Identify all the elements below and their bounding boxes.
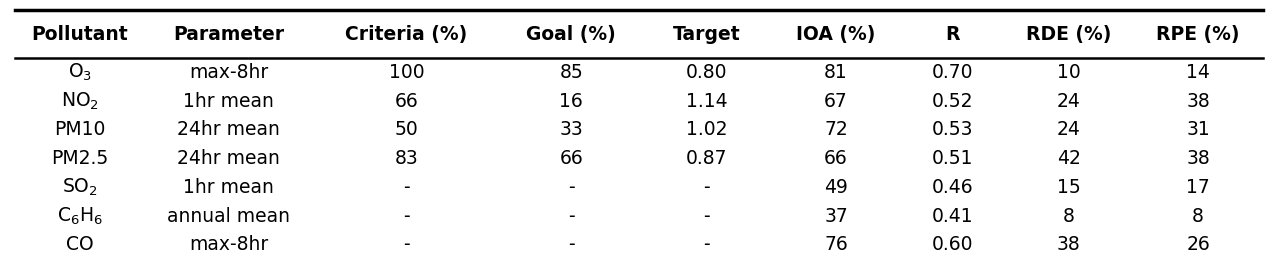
Text: 0.70: 0.70 xyxy=(932,63,974,82)
Text: -: - xyxy=(567,235,574,254)
Text: 38: 38 xyxy=(1057,235,1081,254)
Text: -: - xyxy=(704,235,711,254)
Text: -: - xyxy=(704,178,711,197)
Text: Parameter: Parameter xyxy=(173,25,284,43)
Text: 1.14: 1.14 xyxy=(686,91,727,111)
Text: 24hr mean: 24hr mean xyxy=(178,120,280,139)
Text: Target: Target xyxy=(674,25,741,43)
Text: RDE (%): RDE (%) xyxy=(1026,25,1112,43)
Text: IOA (%): IOA (%) xyxy=(796,25,875,43)
Text: 37: 37 xyxy=(824,207,849,226)
Text: 15: 15 xyxy=(1057,178,1081,197)
Text: -: - xyxy=(403,178,410,197)
Text: 49: 49 xyxy=(824,178,849,197)
Text: PM2.5: PM2.5 xyxy=(51,149,109,168)
Text: O$_3$: O$_3$ xyxy=(68,62,92,83)
Text: SO$_2$: SO$_2$ xyxy=(61,177,98,198)
Text: 33: 33 xyxy=(560,120,583,139)
Text: max-8hr: max-8hr xyxy=(189,235,268,254)
Text: 31: 31 xyxy=(1186,120,1210,139)
Text: 67: 67 xyxy=(824,91,849,111)
Text: -: - xyxy=(704,207,711,226)
Text: -: - xyxy=(403,235,410,254)
Text: 38: 38 xyxy=(1186,149,1210,168)
Text: 1hr mean: 1hr mean xyxy=(183,91,273,111)
Text: 66: 66 xyxy=(560,149,583,168)
Text: 0.87: 0.87 xyxy=(686,149,727,168)
Text: 0.41: 0.41 xyxy=(932,207,974,226)
Text: 81: 81 xyxy=(824,63,849,82)
Text: 50: 50 xyxy=(395,120,418,139)
Text: 0.60: 0.60 xyxy=(932,235,974,254)
Text: 16: 16 xyxy=(560,91,583,111)
Text: 17: 17 xyxy=(1186,178,1210,197)
Text: 72: 72 xyxy=(824,120,849,139)
Text: C$_6$H$_6$: C$_6$H$_6$ xyxy=(58,206,104,227)
Text: 10: 10 xyxy=(1057,63,1081,82)
Text: 0.80: 0.80 xyxy=(686,63,727,82)
Text: 0.52: 0.52 xyxy=(932,91,974,111)
Text: 0.46: 0.46 xyxy=(932,178,974,197)
Text: 24: 24 xyxy=(1057,120,1081,139)
Text: 8: 8 xyxy=(1063,207,1075,226)
Text: 42: 42 xyxy=(1057,149,1081,168)
Text: 14: 14 xyxy=(1186,63,1210,82)
Text: RPE (%): RPE (%) xyxy=(1157,25,1240,43)
Text: 66: 66 xyxy=(824,149,849,168)
Text: annual mean: annual mean xyxy=(167,207,290,226)
Text: R: R xyxy=(946,25,960,43)
Text: 66: 66 xyxy=(395,91,418,111)
Text: 24: 24 xyxy=(1057,91,1081,111)
Text: 100: 100 xyxy=(389,63,424,82)
Text: 85: 85 xyxy=(560,63,583,82)
Text: 0.53: 0.53 xyxy=(932,120,974,139)
Text: Pollutant: Pollutant xyxy=(32,25,128,43)
Text: NO$_2$: NO$_2$ xyxy=(61,90,98,112)
Text: 1.02: 1.02 xyxy=(686,120,727,139)
Text: -: - xyxy=(567,207,574,226)
Text: Goal (%): Goal (%) xyxy=(527,25,616,43)
Text: -: - xyxy=(567,178,574,197)
Text: 76: 76 xyxy=(824,235,849,254)
Text: PM10: PM10 xyxy=(54,120,106,139)
Text: 38: 38 xyxy=(1186,91,1210,111)
Text: Criteria (%): Criteria (%) xyxy=(345,25,468,43)
Text: 0.51: 0.51 xyxy=(932,149,974,168)
Text: 24hr mean: 24hr mean xyxy=(178,149,280,168)
Text: -: - xyxy=(403,207,410,226)
Text: 8: 8 xyxy=(1192,207,1204,226)
Text: 83: 83 xyxy=(395,149,418,168)
Text: max-8hr: max-8hr xyxy=(189,63,268,82)
Text: 26: 26 xyxy=(1186,235,1210,254)
Text: CO: CO xyxy=(66,235,93,254)
Text: 1hr mean: 1hr mean xyxy=(183,178,273,197)
